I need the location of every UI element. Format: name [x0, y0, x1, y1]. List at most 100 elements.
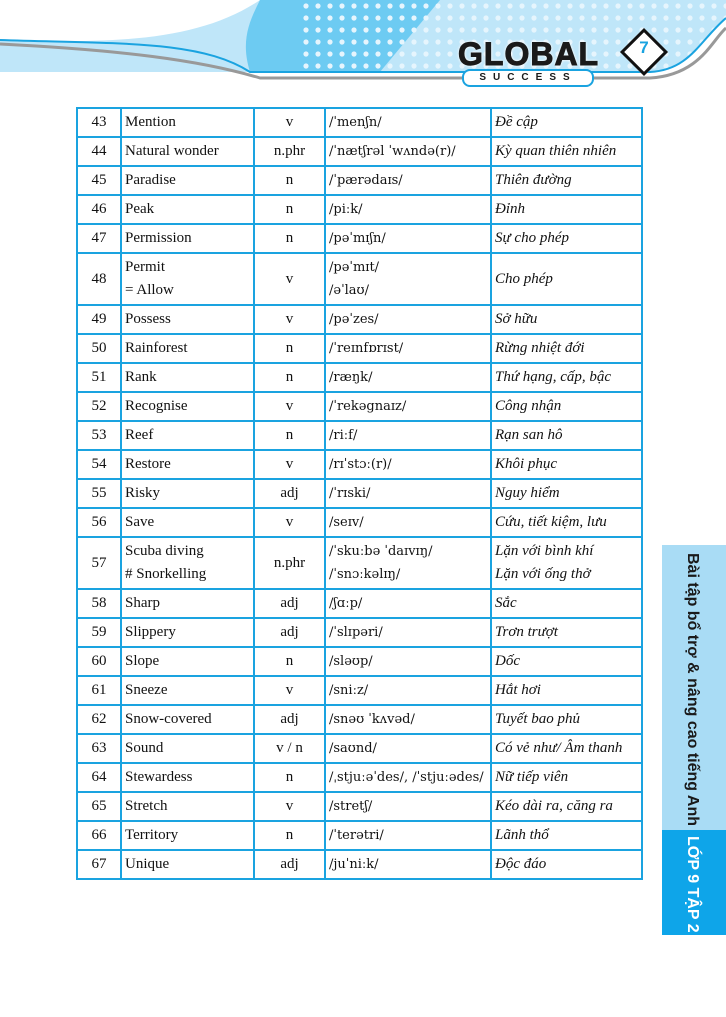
word: Sneeze [120, 675, 255, 706]
pronunciation-line: /ˈskuːbə ˈdaɪvɪŋ/ [329, 544, 433, 559]
pronunciation-line: /ˈrekəgnaɪz/ [329, 399, 407, 414]
table-row: 66 Territory n/ˈterətri/Lãnh thổ [76, 820, 643, 851]
pronunciation-line: /ˈterətri/ [329, 828, 384, 843]
meaning-line: Khôi phục [495, 456, 558, 472]
meaning-line: Lặn với bình khí [495, 543, 594, 559]
word: Natural wonder [120, 136, 255, 167]
meaning-line: Thiên đường [495, 172, 572, 188]
pronunciation-line: /ˈpærədaɪs/ [329, 173, 403, 188]
meaning-line: Sự cho phép [495, 230, 569, 246]
word-line: Natural wonder [125, 143, 219, 159]
meaning: Thiên đường [490, 165, 643, 196]
table-row: 51 Rank n/ræŋk/Thứ hạng, cấp, bậc [76, 362, 643, 393]
table-row: 63 Sound v / n/saʊnd/Có vẻ như/ Âm thanh [76, 733, 643, 764]
pronunciation: /ˈmenʃn/ [324, 107, 492, 138]
word-line: Territory [125, 827, 179, 843]
word-line: # Snorkelling [125, 566, 207, 582]
meaning-line: Lãnh thổ [495, 827, 549, 843]
meaning: Dốc [490, 646, 643, 677]
meaning-line: Có vẻ như/ Âm thanh [495, 740, 623, 756]
meaning-line: Cứu, tiết kiệm, lưu [495, 514, 607, 530]
part-of-speech: v [253, 391, 326, 422]
pronunciation-line: /əˈlaʊ/ [329, 283, 369, 298]
part-of-speech: adj [253, 704, 326, 735]
word-line: Possess [125, 311, 171, 327]
word: Scuba diving # Snorkelling [120, 536, 255, 590]
part-of-speech: v [253, 304, 326, 335]
word: Permission [120, 223, 255, 254]
pronunciation: /ˈterətri/ [324, 820, 492, 851]
word-line: Snow-covered [125, 711, 212, 727]
word: Restore [120, 449, 255, 480]
pronunciation: /ˈpærədaɪs/ [324, 165, 492, 196]
pronunciation-line: /sniːz/ [329, 683, 369, 698]
word: Reef [120, 420, 255, 451]
table-row: 53 Reef n/riːf/Rạn san hô [76, 420, 643, 451]
word-line: = Allow [125, 282, 174, 298]
pronunciation: /rɪˈstɔː(r)/ [324, 449, 492, 480]
table-row: 59 Slippery adj/ˈslɪpəri/Trơn trượt [76, 617, 643, 648]
table-row: 62 Snow-covered adj/snəʊ ˈkʌvəd/Tuyết bao … [76, 704, 643, 735]
meaning: Cứu, tiết kiệm, lưu [490, 507, 643, 538]
meaning-line: Cho phép [495, 270, 553, 287]
row-number: 61 [76, 675, 122, 706]
pronunciation: /pəˈzes/ [324, 304, 492, 335]
pronunciation-line: /ˌstjuːəˈdes/, /ˈstjuːədes/ [329, 770, 484, 785]
word-line: Peak [125, 201, 155, 217]
part-of-speech: n [253, 223, 326, 254]
pronunciation: /piːk/ [324, 194, 492, 225]
table-row: 65 Stretch v/stretʃ/Kéo dài ra, căng ra [76, 791, 643, 822]
word: Possess [120, 304, 255, 335]
pronunciation: /sləʊp/ [324, 646, 492, 677]
part-of-speech: v [253, 507, 326, 538]
table-row: 61 Sneeze v/sniːz/Hắt hơi [76, 675, 643, 706]
part-of-speech: v [253, 791, 326, 822]
pronunciation: /ˈskuːbə ˈdaɪvɪŋ/ /ˈsnɔːkəlɪŋ/ [324, 536, 492, 590]
word-line: Slope [125, 653, 160, 669]
table-row: 60 Slope n/sləʊp/Dốc [76, 646, 643, 677]
word: Slippery [120, 617, 255, 648]
pronunciation: /ˈnætʃrəl ˈwʌndə(r)/ [324, 136, 492, 167]
page-number: 7 [639, 38, 649, 57]
pronunciation-line: /pəˈmɪt/ [329, 260, 380, 275]
grade-label: LỚP 9 TẬP 2 [684, 836, 701, 933]
meaning-line: Thứ hạng, cấp, bậc [495, 369, 612, 385]
meaning-line: Nữ tiếp viên [495, 769, 569, 785]
pronunciation-line: /sləʊp/ [329, 654, 373, 669]
meaning-line: Kỳ quan thiên nhiên [495, 143, 617, 159]
word-line: Risky [125, 485, 161, 501]
pronunciation-line: /ræŋk/ [329, 370, 373, 385]
row-number: 44 [76, 136, 122, 167]
pronunciation-line: /ˈreɪnfɒrɪst/ [329, 341, 404, 356]
meaning: Công nhận [490, 391, 643, 422]
table-row: 49 Possess v/pəˈzes/Sở hữu [76, 304, 643, 335]
pronunciation: /pəˈmɪʃn/ [324, 223, 492, 254]
pronunciation-line: /stretʃ/ [329, 799, 373, 814]
row-number: 56 [76, 507, 122, 538]
part-of-speech: n [253, 194, 326, 225]
word: Rank [120, 362, 255, 393]
meaning-line: Sở hữu [495, 311, 538, 327]
part-of-speech: v [253, 675, 326, 706]
part-of-speech: n [253, 646, 326, 677]
part-of-speech: n.phr [253, 136, 326, 167]
meaning: Đỉnh [490, 194, 643, 225]
pronunciation: /riːf/ [324, 420, 492, 451]
table-row: 54 Restore v/rɪˈstɔː(r)/ Khôi phục [76, 449, 643, 480]
row-number: 60 [76, 646, 122, 677]
word-line: Permission [125, 230, 192, 246]
word: Sharp [120, 588, 255, 619]
pronunciation-line: /ˈnætʃrəl ˈwʌndə(r)/ [329, 144, 456, 159]
table-row: 58 Sharp adj/ʃɑːp/Sắc [76, 588, 643, 619]
logo-subtext: SUCCESS [462, 69, 594, 87]
meaning: Tuyết bao phủ [490, 704, 643, 735]
word: Risky [120, 478, 255, 509]
word-line: Paradise [125, 172, 176, 188]
pronunciation: /ˈreɪnfɒrɪst/ [324, 333, 492, 364]
pronunciation: /juˈniːk/ [324, 849, 492, 880]
meaning: Hắt hơi [490, 675, 643, 706]
row-number: 63 [76, 733, 122, 764]
pronunciation-line: /ˈslɪpəri/ [329, 625, 383, 640]
meaning-line: Rừng nhiệt đới [495, 340, 585, 356]
table-row: 47 Permission n/pəˈmɪʃn/Sự cho phép [76, 223, 643, 254]
